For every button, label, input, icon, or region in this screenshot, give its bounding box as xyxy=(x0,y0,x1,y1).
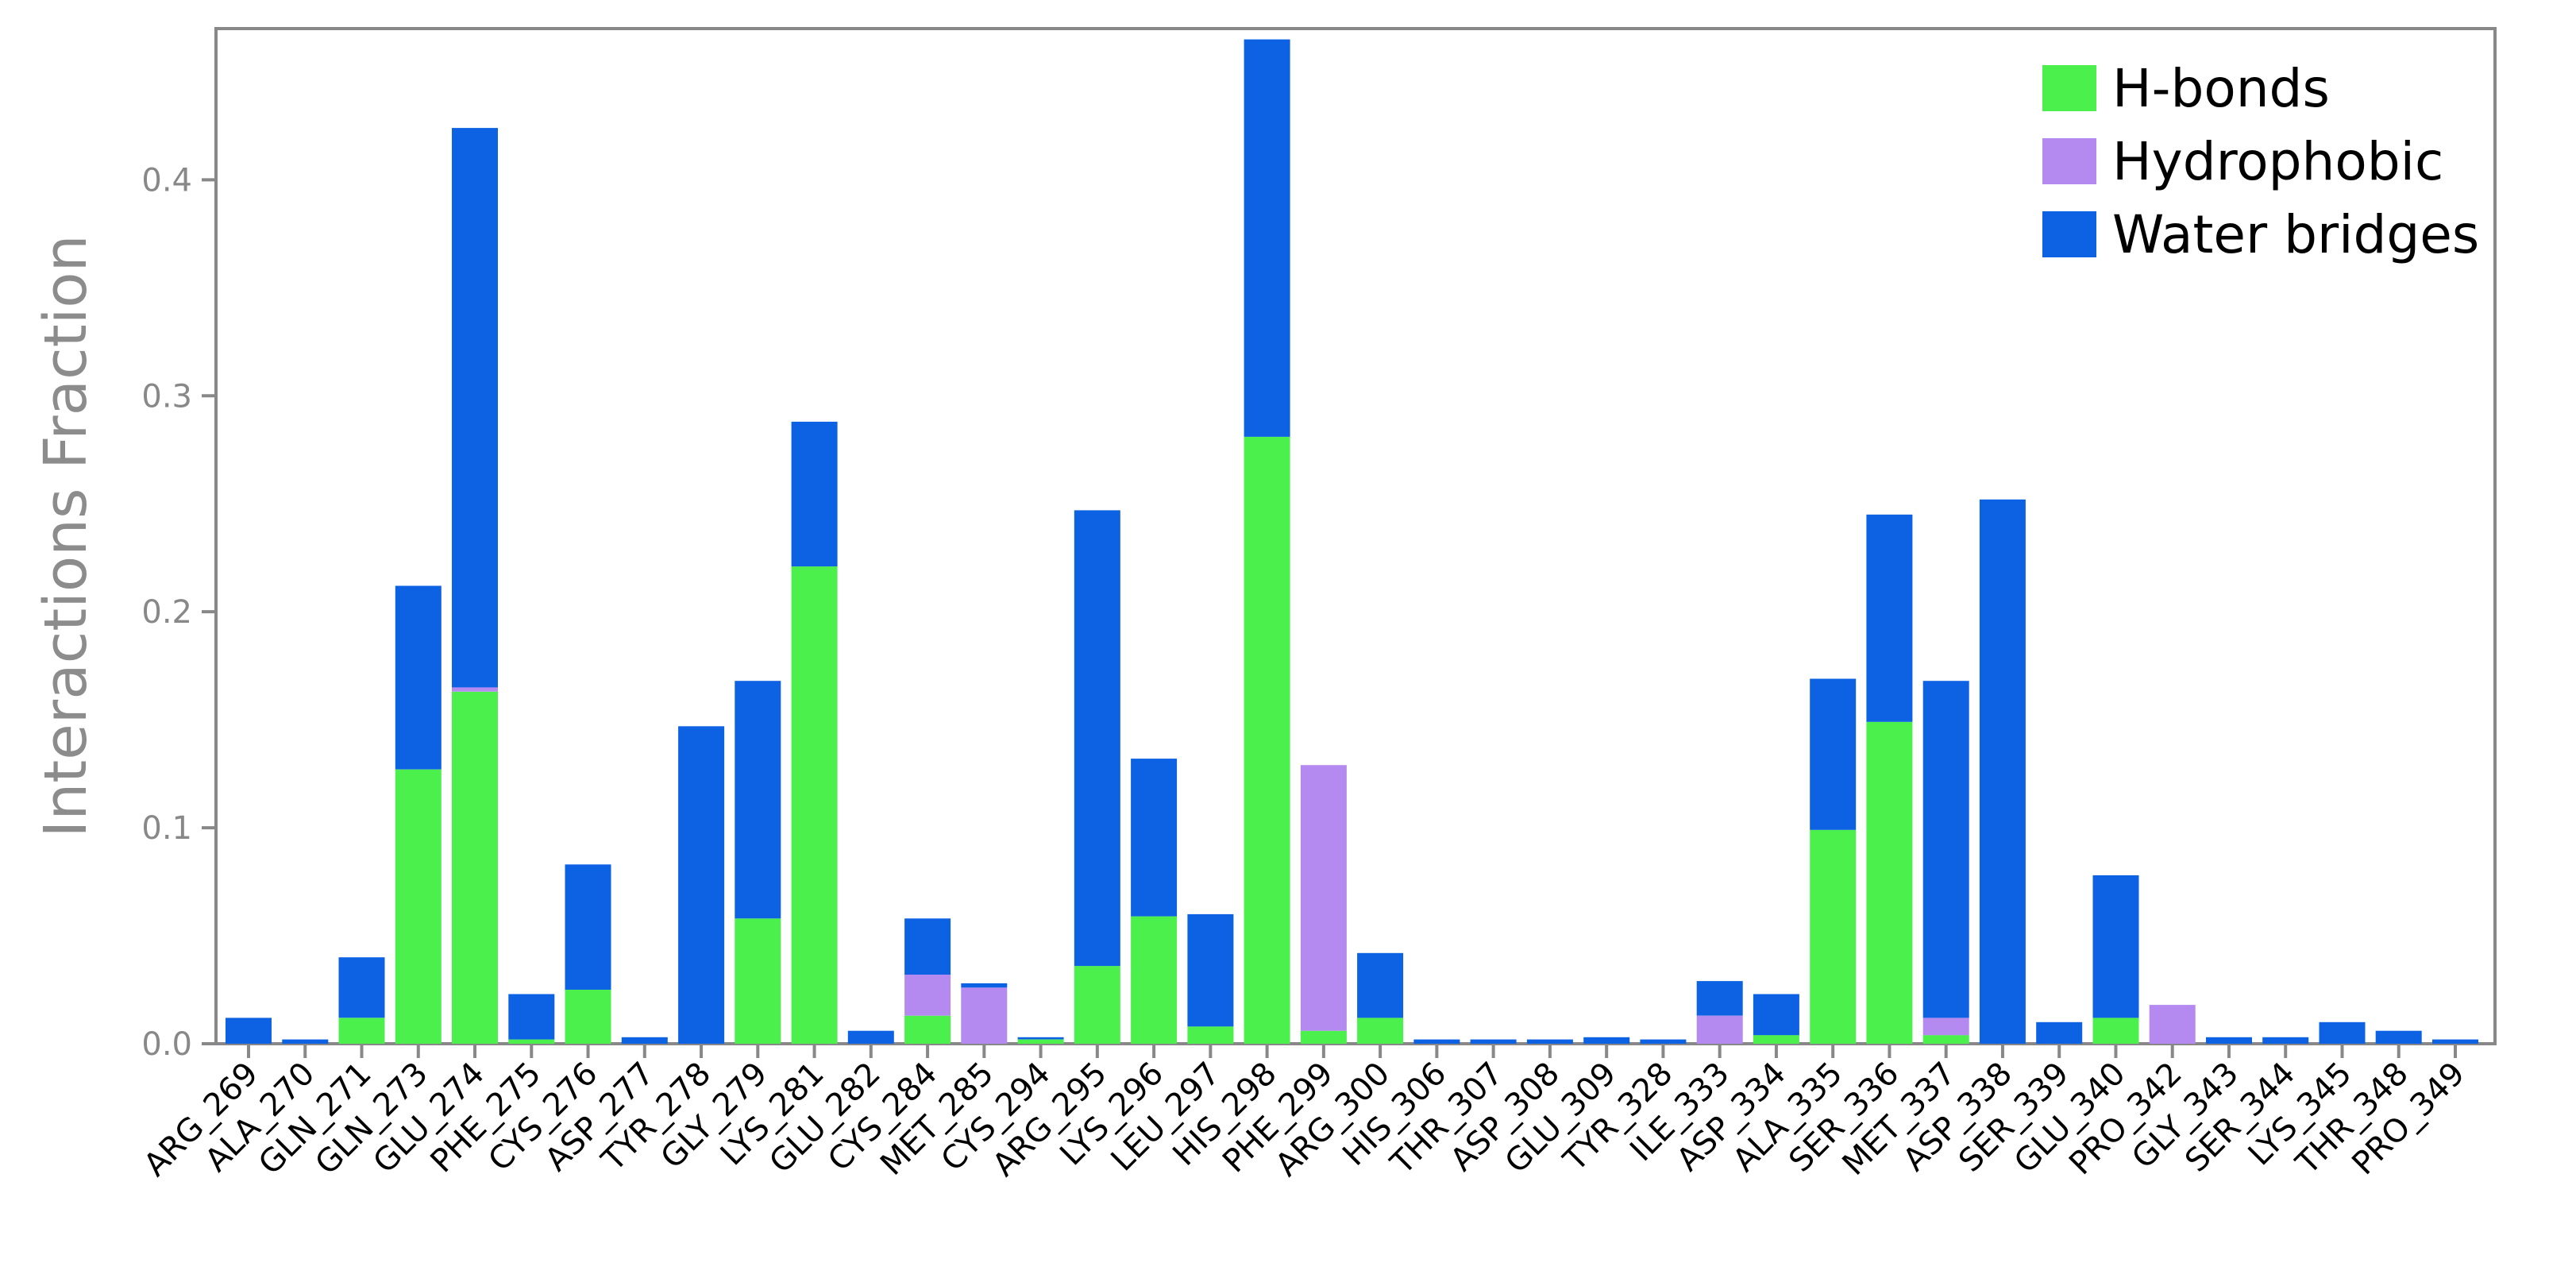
legend-label: Hydrophobic xyxy=(2112,131,2443,192)
bar-water-bridges-glu_309 xyxy=(1583,1037,1630,1044)
bar-water-bridges-ile_333 xyxy=(1696,981,1743,1016)
legend-label: Water bridges xyxy=(2112,204,2479,265)
bar-hydrophobic-cys_284 xyxy=(904,975,951,1016)
bar-water-bridges-ser_344 xyxy=(2262,1037,2309,1044)
bar-water-bridges-glu_282 xyxy=(847,1030,894,1044)
bar-hydrophobic-ile_333 xyxy=(1696,1015,1743,1044)
bar-h-bonds-lys_296 xyxy=(1131,916,1178,1044)
bar-h-bonds-leu_297 xyxy=(1187,1026,1234,1044)
y-tick-label: 0.2 xyxy=(141,594,192,631)
bar-h-bonds-ala_335 xyxy=(1810,829,1857,1044)
bar-water-bridges-arg_295 xyxy=(1074,510,1120,967)
bar-h-bonds-glu_274 xyxy=(452,691,498,1044)
bar-water-bridges-ser_339 xyxy=(2036,1021,2083,1044)
bar-h-bonds-gln_273 xyxy=(395,769,442,1044)
bar-h-bonds-met_337 xyxy=(1922,1035,1969,1044)
bar-water-bridges-his_298 xyxy=(1244,39,1290,437)
bar-h-bonds-cys_294 xyxy=(1017,1039,1064,1044)
bar-water-bridges-arg_300 xyxy=(1357,952,1404,1018)
bar-water-bridges-tyr_328 xyxy=(1640,1039,1687,1044)
bar-hydrophobic-met_337 xyxy=(1922,1018,1969,1036)
bar-h-bonds-gln_271 xyxy=(338,1018,385,1044)
bar-h-bonds-cys_284 xyxy=(904,1015,951,1044)
bar-water-bridges-gly_279 xyxy=(735,681,781,919)
bar-hydrophobic-glu_274 xyxy=(452,687,498,692)
bar-water-bridges-lys_296 xyxy=(1131,759,1178,917)
bar-h-bonds-asp_334 xyxy=(1753,1035,1799,1044)
bar-water-bridges-gly_343 xyxy=(2206,1037,2252,1044)
legend-label: H-bonds xyxy=(2112,58,2330,119)
bar-water-bridges-tyr_278 xyxy=(678,726,725,1044)
y-axis-title: Interactions Fraction xyxy=(32,235,100,838)
plot-area xyxy=(214,27,2497,1045)
bar-water-bridges-gln_273 xyxy=(395,585,442,770)
bar-hydrophobic-phe_299 xyxy=(1300,765,1347,1031)
bar-h-bonds-ser_336 xyxy=(1866,721,1913,1044)
bar-water-bridges-met_337 xyxy=(1922,681,1969,1018)
bar-h-bonds-gly_279 xyxy=(735,918,781,1044)
bar-water-bridges-glu_274 xyxy=(452,128,498,688)
bar-water-bridges-lys_345 xyxy=(2319,1021,2366,1044)
bar-h-bonds-glu_340 xyxy=(2092,1018,2139,1044)
bar-water-bridges-thr_348 xyxy=(2375,1030,2422,1044)
y-tick-label: 0.3 xyxy=(141,378,192,415)
bar-h-bonds-lys_281 xyxy=(791,566,838,1044)
legend: H-bonds Hydrophobic Water bridges xyxy=(2042,58,2479,265)
bar-hydrophobic-met_285 xyxy=(961,987,1008,1044)
bar-water-bridges-lys_281 xyxy=(791,421,838,567)
bar-h-bonds-phe_275 xyxy=(508,1039,555,1044)
bar-h-bonds-arg_295 xyxy=(1074,966,1120,1044)
legend-swatch xyxy=(2042,138,2096,184)
bar-h-bonds-arg_300 xyxy=(1357,1018,1404,1044)
y-tick-label: 0.1 xyxy=(141,810,192,847)
bar-water-bridges-arg_269 xyxy=(226,1018,272,1044)
bar-water-bridges-asp_338 xyxy=(1979,499,2026,1044)
x-axis: ARG_269ALA_270GLN_271GLN_273GLU_274PHE_2… xyxy=(137,1044,2472,1184)
bar-water-bridges-phe_275 xyxy=(508,994,555,1040)
bar-water-bridges-asp_308 xyxy=(1526,1039,1573,1044)
bar-water-bridges-met_285 xyxy=(961,983,1008,988)
bar-water-bridges-his_306 xyxy=(1413,1039,1460,1044)
bar-water-bridges-cys_284 xyxy=(904,918,951,975)
bar-water-bridges-asp_277 xyxy=(621,1037,668,1044)
bar-water-bridges-asp_334 xyxy=(1753,994,1799,1036)
bar-water-bridges-cys_294 xyxy=(1017,1037,1064,1040)
bar-water-bridges-ala_270 xyxy=(282,1039,329,1044)
bar-water-bridges-thr_307 xyxy=(1470,1039,1517,1044)
bar-water-bridges-gln_271 xyxy=(338,957,385,1018)
bar-hydrophobic-pro_342 xyxy=(2149,1005,2196,1044)
bars-group xyxy=(226,39,2478,1044)
bar-water-bridges-leu_297 xyxy=(1187,913,1234,1027)
bar-water-bridges-ala_335 xyxy=(1810,678,1857,830)
bar-h-bonds-his_298 xyxy=(1244,436,1290,1044)
y-tick-label: 0.4 xyxy=(141,162,192,199)
bar-water-bridges-ser_336 xyxy=(1866,514,1913,722)
bar-h-bonds-cys_276 xyxy=(565,990,611,1044)
bar-h-bonds-phe_299 xyxy=(1300,1030,1347,1044)
bar-water-bridges-cys_276 xyxy=(565,864,611,990)
y-tick-label: 0.0 xyxy=(141,1026,192,1063)
bar-water-bridges-glu_340 xyxy=(2092,875,2139,1018)
legend-swatch xyxy=(2042,65,2096,111)
legend-swatch xyxy=(2042,211,2096,257)
bar-water-bridges-pro_349 xyxy=(2432,1039,2478,1044)
y-axis: 0.0 0.1 0.2 0.3 0.4 xyxy=(141,162,216,1063)
